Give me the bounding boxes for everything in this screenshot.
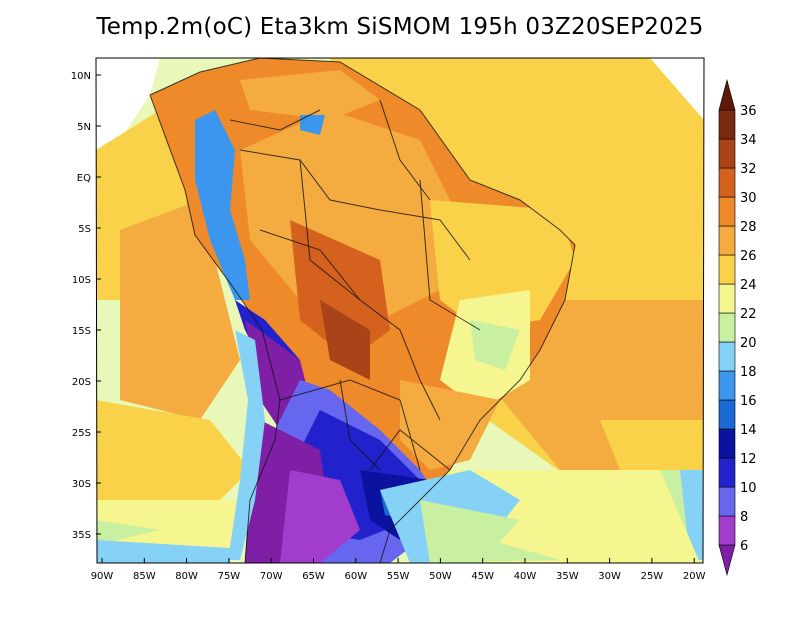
- colorbar-label: 18: [740, 365, 757, 380]
- colorbar-label: 36: [740, 104, 757, 119]
- lon-label: 85W: [133, 571, 156, 582]
- colorbar-segment: [718, 428, 736, 459]
- colorbar-segment: [718, 225, 736, 256]
- lat-label: 30S: [72, 479, 91, 490]
- map-frame: [95, 57, 705, 564]
- lon-label: 30W: [598, 571, 621, 582]
- colorbar-segment: [718, 457, 736, 488]
- lon-label: 25W: [641, 571, 664, 582]
- colorbar-label: 12: [740, 452, 757, 467]
- colorbar-segment: [718, 312, 736, 343]
- lon-label: 60W: [344, 571, 367, 582]
- lon-label: 65W: [302, 571, 325, 582]
- colorbar-label: 30: [740, 191, 757, 206]
- lat-label: 5S: [78, 224, 91, 235]
- lat-label: 10S: [72, 275, 91, 286]
- lon-label: 70W: [260, 571, 283, 582]
- lon-label: 75W: [218, 571, 241, 582]
- longitude-axis: 90W 85W 80W 75W 70W 65W 60W 55W 50W 45W 40W 35W 30W 2…: [91, 558, 706, 582]
- lon-label: 45W: [471, 571, 494, 582]
- colorbar-segment: [718, 167, 736, 198]
- colorbar-label: 34: [740, 133, 757, 148]
- lat-label: 10N: [71, 71, 91, 82]
- country-borders: [149, 58, 576, 563]
- map-title: Temp.2m(oC) Eta3km SiSMOM 195h 03Z20SEP2…: [96, 14, 704, 40]
- lat-label: 20S: [72, 377, 91, 388]
- colorbar-label: 22: [740, 307, 757, 322]
- lon-label: 35W: [556, 571, 579, 582]
- lat-label: 5N: [77, 122, 91, 133]
- colorbar-segment: [718, 196, 736, 227]
- colorbar-segment: [718, 283, 736, 314]
- colorbar-segment: [718, 399, 736, 430]
- lon-label: 50W: [429, 571, 452, 582]
- colorbar-segment: [718, 370, 736, 401]
- lon-label: 20W: [683, 571, 706, 582]
- map-field: [96, 58, 704, 563]
- colorbar-label: 16: [740, 394, 757, 409]
- colorbar-label: 14: [740, 423, 757, 438]
- lat-label: 25S: [72, 428, 91, 439]
- lon-label: 55W: [387, 571, 410, 582]
- colorbar-max-arrow: [718, 78, 736, 111]
- latitude-axis: 10N 5N EQ 5S 10S 15S 20S 25S 30S 35S: [71, 71, 101, 541]
- lat-label: EQ: [77, 173, 91, 184]
- lat-label: 35S: [72, 530, 91, 541]
- colorbar-segment: [718, 109, 736, 140]
- colorbar-label: 6: [740, 539, 748, 554]
- colorbar-segment: [718, 254, 736, 285]
- colorbar: 6 8 10 12 14 16 18 20 22 24 26 28 30 32 34 36: [718, 78, 757, 577]
- colorbar-label: 8: [740, 510, 748, 525]
- colorbar-label: 26: [740, 249, 757, 264]
- colorbar-segment: [718, 341, 736, 372]
- lon-label: 80W: [175, 571, 198, 582]
- colorbar-min-arrow: [718, 544, 736, 577]
- lon-label: 90W: [91, 571, 114, 582]
- colorbar-label: 32: [740, 162, 757, 177]
- colorbar-label: 24: [740, 278, 757, 293]
- colorbar-label: 10: [740, 481, 757, 496]
- colorbar-label: 28: [740, 220, 757, 235]
- colorbar-segment: [718, 486, 736, 517]
- colorbar-segment: [718, 515, 736, 546]
- colorbar-label: 20: [740, 336, 757, 351]
- colorbar-segment: [718, 138, 736, 169]
- lon-label: 40W: [514, 571, 537, 582]
- lat-label: 15S: [72, 326, 91, 337]
